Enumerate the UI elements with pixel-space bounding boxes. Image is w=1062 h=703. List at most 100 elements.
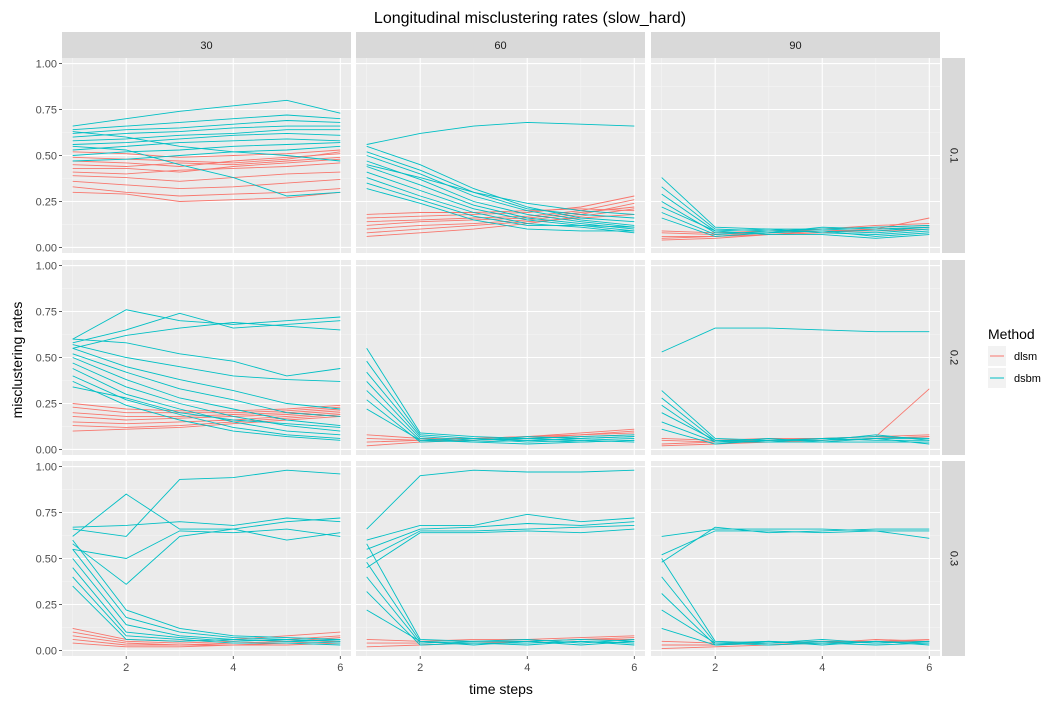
y-tick-label: 0.00 bbox=[36, 444, 57, 456]
y-axis-label: misclustering rates bbox=[9, 302, 25, 419]
series-line-dsbm bbox=[72, 138, 341, 151]
series-line-dsbm bbox=[72, 312, 341, 344]
series-line-dlsm bbox=[72, 149, 341, 158]
series-line-dsbm bbox=[72, 362, 341, 432]
series-line-dsbm bbox=[366, 528, 635, 569]
strip-row-label: 0.3 bbox=[948, 551, 960, 566]
panel-90-0.2 bbox=[651, 260, 940, 455]
series-line-dsbm bbox=[366, 521, 635, 550]
legend-title: Method bbox=[988, 326, 1035, 342]
panel-30-0.3: 0.00 0.25 0.50 0.75 1.00 2 4 6 bbox=[36, 461, 351, 674]
series-line-dsbm bbox=[661, 526, 930, 563]
strip-row-0.2 bbox=[942, 260, 965, 455]
chart-title: Longitudinal misclustering rates (slow_h… bbox=[374, 10, 686, 27]
series-line-dsbm bbox=[72, 585, 341, 642]
series-line-dsbm bbox=[661, 327, 930, 353]
series-line-dlsm bbox=[72, 410, 341, 421]
series-line-dlsm bbox=[366, 195, 635, 219]
x-tick-label: 4 bbox=[819, 662, 825, 674]
series-line-dsbm bbox=[72, 338, 341, 377]
series-line-dsbm bbox=[661, 206, 930, 239]
panel-30-0.2: 0.00 0.25 0.50 0.75 1.00 bbox=[36, 260, 351, 456]
series-line-dsbm bbox=[72, 142, 341, 156]
series-line-dsbm bbox=[366, 390, 635, 443]
y-tick-label: 0.25 bbox=[36, 599, 57, 611]
series-line-dsbm bbox=[661, 421, 930, 445]
series-line-dsbm bbox=[72, 114, 341, 131]
series-line-dsbm bbox=[366, 371, 635, 441]
panel-30-0.1: 0.00 0.25 0.50 0.75 1.00 bbox=[36, 58, 351, 254]
y-tick-label: 0.00 bbox=[36, 645, 57, 657]
x-tick-label: 6 bbox=[631, 662, 637, 674]
x-axis-label: time steps bbox=[469, 681, 533, 697]
strip-col-label: 90 bbox=[789, 40, 801, 52]
series-line-dlsm bbox=[72, 158, 341, 173]
strip-row-0.3 bbox=[942, 461, 965, 656]
series-line-dsbm bbox=[661, 217, 930, 237]
panel-60-0.1 bbox=[356, 58, 645, 253]
series-line-dsbm bbox=[366, 348, 635, 439]
strip-col-label: 30 bbox=[200, 40, 212, 52]
series-line-dlsm bbox=[72, 403, 341, 412]
series-line-dsbm bbox=[72, 120, 341, 134]
strip-row-label: 0.1 bbox=[948, 148, 960, 163]
y-tick-label: 0.25 bbox=[36, 398, 57, 410]
strip-col-60 bbox=[356, 32, 645, 58]
legend-label-dsbm: dsbm bbox=[1014, 373, 1041, 385]
y-tick-label: 0.25 bbox=[36, 196, 57, 208]
y-tick-label: 1.00 bbox=[36, 462, 57, 474]
series-line-dsbm bbox=[72, 145, 341, 197]
series-line-dsbm bbox=[366, 609, 635, 646]
x-tick-label: 2 bbox=[712, 662, 718, 674]
series-line-dsbm bbox=[366, 171, 635, 232]
series-line-dlsm bbox=[366, 213, 635, 234]
series-line-dsbm bbox=[366, 177, 635, 234]
series-line-dlsm bbox=[72, 406, 341, 414]
series-line-dsbm bbox=[661, 412, 930, 441]
strip-row-label: 0.2 bbox=[948, 350, 960, 365]
series-line-dsbm bbox=[366, 408, 635, 445]
series-line-dsbm bbox=[366, 576, 635, 644]
series-line-dsbm bbox=[661, 201, 930, 237]
series-line-dlsm bbox=[72, 178, 341, 190]
series-line-dsbm bbox=[366, 164, 635, 215]
y-tick-label: 0.50 bbox=[36, 353, 57, 365]
series-line-dsbm bbox=[661, 193, 930, 236]
strip-row-0.1 bbox=[942, 58, 965, 253]
series-line-dlsm bbox=[72, 191, 341, 202]
series-line-dlsm bbox=[366, 202, 635, 230]
strip-col-label: 60 bbox=[494, 40, 506, 52]
series-line-dsbm bbox=[72, 368, 341, 436]
series-line-dsbm bbox=[366, 188, 635, 232]
strip-col-30 bbox=[62, 32, 351, 58]
series-line-dsbm bbox=[72, 517, 341, 528]
series-line-dsbm bbox=[366, 524, 635, 559]
series-line-dsbm bbox=[661, 428, 930, 445]
series-line-dlsm bbox=[72, 171, 341, 182]
series-line-dsbm bbox=[72, 322, 341, 349]
series-line-dsbm bbox=[72, 493, 341, 537]
series-line-dlsm bbox=[661, 434, 930, 441]
y-tick-label: 1.00 bbox=[36, 59, 57, 71]
x-tick-label: 2 bbox=[123, 662, 129, 674]
panel-60-0.2 bbox=[356, 260, 645, 455]
series-line-dsbm bbox=[366, 160, 635, 228]
series-line-dsbm bbox=[661, 177, 930, 232]
series-line-dsbm bbox=[72, 132, 341, 145]
series-line-dlsm bbox=[72, 631, 341, 644]
series-line-dsbm bbox=[72, 386, 341, 428]
series-line-dlsm bbox=[366, 635, 635, 642]
x-tick-label: 6 bbox=[926, 662, 932, 674]
series-line-dsbm bbox=[661, 593, 930, 646]
series-line-dsbm bbox=[366, 469, 635, 530]
series-line-dsbm bbox=[72, 145, 341, 162]
series-line-dsbm bbox=[72, 353, 341, 417]
series-line-dsbm bbox=[366, 182, 635, 228]
series-line-dsbm bbox=[72, 567, 341, 642]
y-tick-label: 0.00 bbox=[36, 242, 57, 254]
series-line-dsbm bbox=[72, 469, 341, 537]
y-tick-label: 0.50 bbox=[36, 554, 57, 566]
y-tick-label: 1.00 bbox=[36, 261, 57, 273]
y-tick-label: 0.75 bbox=[36, 307, 57, 319]
